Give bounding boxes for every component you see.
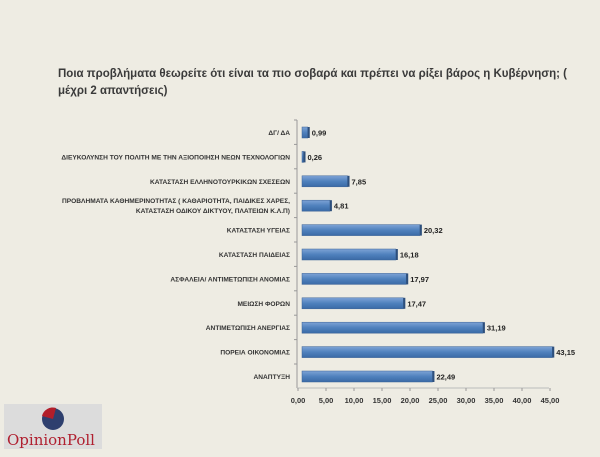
x-tick-label: 30,00 xyxy=(457,396,476,405)
category-label: ΠΡΟΒΛΗΜΑΤΑ ΚΑΘΗΜΕΡΙΝΟΤΗΤΑΣ ( ΚΑΘΑΡΙΟΤΗΤΑ… xyxy=(62,198,290,205)
category-label: ΔΙΕΥΚΟΛΥΝΣΗ ΤΟΥ ΠΟΛΙΤΗ ΜΕ ΤΗΝ ΑΞΙΟΠΟΙΗΣΗ… xyxy=(61,154,290,161)
value-label: 22,49 xyxy=(436,373,455,382)
category-label: ΚΑΤΑΣΤΑΣΗ ΥΓΕΙΑΣ xyxy=(227,228,290,235)
bar-end xyxy=(395,249,398,260)
bar-end xyxy=(432,371,435,382)
value-label: 20,32 xyxy=(424,226,443,235)
category-label: ΑΣΦΑΛΕΙΑ/ ΑΝΤΙΜΕΤΩΠΙΣΗ ΑΝΟΜΙΑΣ xyxy=(170,276,290,283)
logo-text: OpinionPoll xyxy=(7,431,95,449)
value-label: 17,47 xyxy=(407,299,426,308)
bar-end xyxy=(403,297,406,309)
opinionpoll-logo: OpinionPoll xyxy=(4,404,102,449)
category-label: ΚΑΤΑΣΤΑΣΗ ΕΛΛΗΝΟΤΟΥΡΚΙΚΩΝ ΣΧΕΣΕΩΝ xyxy=(150,179,290,186)
bar xyxy=(301,175,348,188)
bar-end xyxy=(329,200,332,212)
category-label: ΜΕΙΩΣΗ ΦΟΡΩΝ xyxy=(237,301,290,308)
bar-end xyxy=(347,175,350,187)
value-label: 31,19 xyxy=(487,324,506,333)
bar xyxy=(301,273,407,285)
x-tick-label: 5,00 xyxy=(319,396,334,405)
bar xyxy=(301,370,433,383)
value-label: 0,99 xyxy=(312,129,327,138)
value-label: 7,85 xyxy=(352,177,367,186)
value-label: 17,97 xyxy=(410,275,429,284)
bar-end xyxy=(406,273,409,285)
bar-end xyxy=(307,127,310,138)
x-tick-label: 40,00 xyxy=(513,396,532,405)
bar xyxy=(301,151,304,163)
category-label: ΚΑΤΑΣΤΑΣΗ ΟΔΙΚΟΥ ΔΙΚΤΥΟΥ, ΠΛΑΤΕΙΩΝ Κ.Λ.Π… xyxy=(136,208,290,215)
x-tick-label: 10,00 xyxy=(345,396,364,405)
bar-end xyxy=(482,322,485,334)
bar-end xyxy=(552,346,555,358)
bar-end xyxy=(303,151,306,163)
x-tick-label: 15,00 xyxy=(373,396,392,405)
logo-globe-icon xyxy=(42,407,64,430)
value-label: 4,81 xyxy=(334,202,349,211)
bar xyxy=(301,248,397,261)
category-label: ΚΑΤΑΣΤΑΣΗ ΠΑΙΔΕΙΑΣ xyxy=(219,252,290,259)
value-label: 16,18 xyxy=(400,251,419,260)
category-label: ΠΟΡΕΙΑ ΟΙΚΟΝΟΜΙΑΣ xyxy=(220,350,290,357)
x-tick-label: 25,00 xyxy=(429,396,448,405)
bar-end xyxy=(419,224,422,236)
category-label: ΑΝΑΠΤΥΞΗ xyxy=(254,374,291,381)
category-label: ΑΝΤΙΜΕΤΩΠΙΣΗ ΑΝΕΡΓΙΑΣ xyxy=(206,325,290,332)
bar xyxy=(301,126,308,139)
x-tick-label: 35,00 xyxy=(485,396,504,405)
chart-title: Ποια προβλήματα θεωρείτε ότι είναι τα πι… xyxy=(58,68,567,97)
bar xyxy=(301,346,553,358)
x-tick-label: 45,00 xyxy=(541,396,560,405)
x-tick-label: 0,00 xyxy=(291,396,306,405)
value-label: 43,15 xyxy=(556,348,575,357)
bar xyxy=(301,321,484,334)
x-tick-label: 20,00 xyxy=(401,396,420,405)
category-label: ΔΓ/ ΔΑ xyxy=(268,130,290,137)
value-label: 0,26 xyxy=(308,153,323,162)
bar xyxy=(301,297,404,310)
bar xyxy=(301,224,421,236)
bar xyxy=(301,199,331,212)
